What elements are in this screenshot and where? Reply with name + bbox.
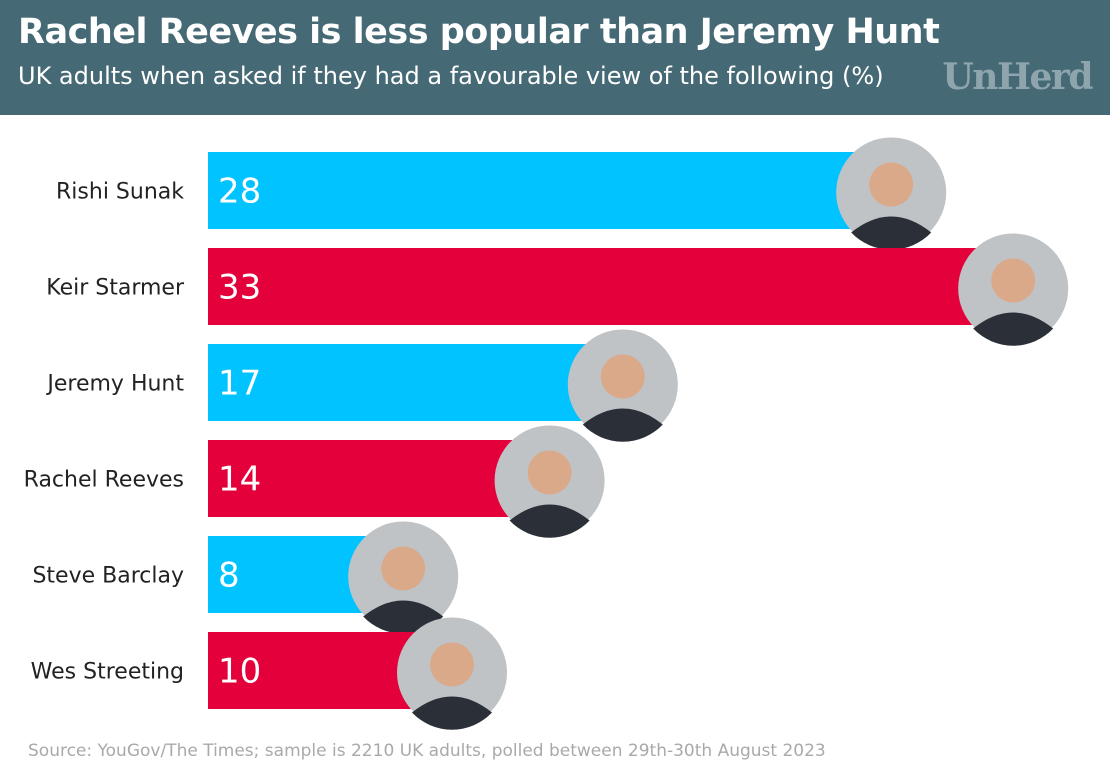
value-label-rishi-sunak: 28 — [218, 172, 261, 212]
unherd-logo: UnHerd — [942, 56, 1093, 98]
avatar-head-icon — [527, 450, 572, 495]
chart-subtitle: UK adults when asked if they had a favou… — [18, 62, 884, 90]
avatar-head-icon — [600, 354, 645, 399]
source-note: Source: YouGov/The Times; sample is 2210… — [28, 741, 826, 761]
avatar-body-icon — [973, 312, 1054, 346]
bar-chart: Rishi Sunak 28 Keir Starmer 33 Jeremy Hunt 17… — [24, 137, 1069, 730]
bar-rachel-reeves — [208, 440, 550, 517]
value-label-rachel-reeves: 14 — [218, 460, 261, 500]
chart-title: Rachel Reeves is less popular than Jerem… — [18, 12, 940, 52]
header-banner: Rachel Reeves is less popular than Jerem… — [0, 0, 1110, 115]
avatar-body-icon — [851, 216, 932, 250]
avatar-head-icon — [381, 546, 426, 591]
value-label-keir-starmer: 33 — [218, 268, 261, 308]
avatar-body-icon — [363, 600, 444, 634]
bar-keir-starmer — [208, 248, 1014, 325]
category-label-wes-streeting: Wes Streeting — [31, 660, 184, 685]
bar-jeremy-hunt — [208, 344, 623, 421]
value-label-jeremy-hunt: 17 — [218, 364, 261, 404]
value-label-steve-barclay: 8 — [218, 556, 240, 596]
avatar-head-icon — [991, 258, 1036, 303]
avatar-body-icon — [582, 408, 663, 442]
avatar-head-icon — [869, 162, 914, 207]
category-label-rachel-reeves: Rachel Reeves — [24, 468, 184, 493]
category-label-steve-barclay: Steve Barclay — [32, 564, 184, 589]
value-label-wes-streeting: 10 — [218, 652, 261, 692]
avatar-head-icon — [430, 642, 474, 687]
category-label-jeremy-hunt: Jeremy Hunt — [45, 372, 184, 397]
avatar-body-icon — [509, 504, 590, 538]
avatar-body-icon — [412, 696, 492, 730]
bar-rishi-sunak — [208, 152, 892, 229]
category-label-rishi-sunak: Rishi Sunak — [56, 180, 184, 205]
category-label-keir-starmer: Keir Starmer — [46, 276, 185, 301]
